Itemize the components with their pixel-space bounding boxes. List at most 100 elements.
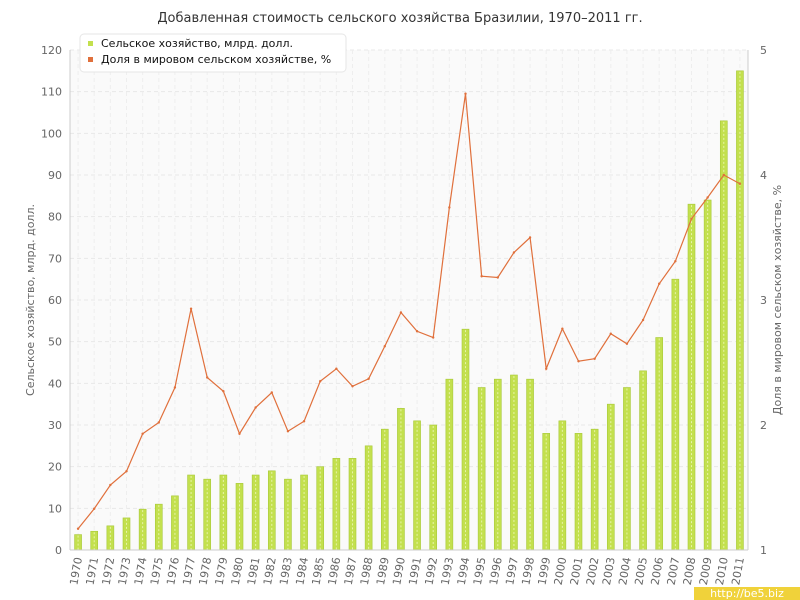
y2-tick-label: 1 [760,544,767,557]
line-point[interactable] [738,182,742,185]
line-point[interactable] [270,391,273,394]
line-point[interactable] [722,173,725,177]
bar[interactable] [122,517,131,551]
legend-item-line[interactable]: Доля в мировом сельском хозяйстве, % [101,53,331,66]
legend[interactable]: Сельское хозяйство, млрд. долл. Доля в м… [79,33,347,73]
y2-tick-label: 2 [760,419,767,432]
y-tick-label: 40 [48,377,62,390]
y-tick-label: 70 [48,252,62,265]
line-point[interactable] [448,206,451,209]
x-tick-label: 1981 [245,556,263,586]
axes: 0102030405060708090100110120123451970197… [41,44,767,586]
line-point[interactable] [625,342,629,345]
line-point[interactable] [415,330,419,333]
bar[interactable] [267,470,276,551]
x-tick-label: 2007 [665,556,683,586]
watermark-bg [694,587,800,600]
line-point[interactable] [658,282,661,285]
line-point[interactable] [319,380,322,383]
bar[interactable] [736,70,744,551]
line-point[interactable] [367,377,370,380]
line-point[interactable] [173,386,177,389]
y2-tick-label: 4 [760,169,767,182]
x-tick-label: 2004 [616,556,634,586]
line-point[interactable] [464,92,467,95]
line-series [76,92,742,530]
x-tick-label: 2008 [681,556,699,586]
line-point[interactable] [286,430,290,433]
watermark-badge[interactable]: http://be5.biz [694,587,800,600]
line-point[interactable] [399,311,403,314]
y-tick-label: 100 [41,127,62,140]
line-point[interactable] [690,217,693,220]
line-point[interactable] [125,470,128,473]
y2-tick-label: 5 [760,44,767,57]
x-tick-label: 1999 [536,556,554,586]
line-point[interactable] [706,196,709,199]
line-point[interactable] [254,406,257,409]
share-line[interactable] [77,93,741,530]
line-point[interactable] [480,275,483,278]
y-tick-label: 10 [48,502,62,515]
x-tick-label: 1987 [342,556,360,586]
x-tick-label: 2001 [568,556,586,586]
legend-bar-swatch [88,41,93,46]
line-point[interactable] [609,332,612,335]
line-point[interactable] [545,367,548,370]
line-point[interactable] [674,260,677,263]
line-point[interactable] [528,236,532,239]
x-tick-label: 1996 [487,556,505,586]
line-point[interactable] [109,483,112,487]
line-point[interactable] [157,421,160,424]
x-tick-label: 1990 [390,556,408,586]
bar-series [74,70,744,551]
x-tick-label: 2003 [600,556,618,586]
line-point[interactable] [351,385,354,388]
line-point[interactable] [641,318,645,322]
x-tick-label: 1983 [277,556,295,586]
y-tick-label: 90 [48,169,62,182]
y-tick-label: 50 [48,336,62,349]
x-tick-label: 2011 [729,556,747,586]
y-tick-label: 30 [48,419,62,432]
line-point[interactable] [76,527,80,530]
x-tick-label: 1975 [148,556,166,586]
x-tick-label: 2006 [649,556,667,586]
legend-box [79,33,347,73]
bar[interactable] [106,525,115,551]
line-point[interactable] [238,432,241,435]
x-tick-label: 1977 [180,556,198,586]
x-tick-label: 1978 [197,556,215,586]
x-tick-label: 1994 [455,556,473,586]
line-point[interactable] [335,367,338,370]
line-point[interactable] [561,327,564,330]
x-tick-label: 2010 [713,556,731,586]
y-tick-label: 0 [55,544,62,557]
line-point[interactable] [302,420,306,423]
chart-title: Добавленная стоимость сельского хозяйств… [157,11,642,26]
x-tick-label: 1991 [406,556,424,586]
legend-line-swatch [88,57,93,62]
y2-tick-label: 3 [760,294,767,307]
x-tick-label: 1980 [229,556,247,586]
bar[interactable] [364,445,373,551]
line-point[interactable] [141,432,144,435]
line-point[interactable] [93,507,96,510]
line-point[interactable] [189,307,193,310]
x-tick-label: 1995 [471,556,489,586]
line-point[interactable] [593,357,596,360]
line-point[interactable] [206,376,209,379]
legend-item-bars[interactable]: Сельское хозяйство, млрд. долл. [101,37,293,50]
line-point[interactable] [496,276,499,279]
line-point[interactable] [383,345,386,348]
x-tick-label: 1972 [100,556,118,586]
watermark-text[interactable]: http://be5.biz [710,587,784,600]
line-point[interactable] [432,336,435,339]
line-point[interactable] [577,360,580,363]
x-tick-label: 1989 [374,556,392,586]
x-tick-label: 1973 [116,556,134,586]
line-point[interactable] [512,251,516,254]
x-tick-label: 1976 [164,556,182,586]
line-point[interactable] [222,390,225,393]
